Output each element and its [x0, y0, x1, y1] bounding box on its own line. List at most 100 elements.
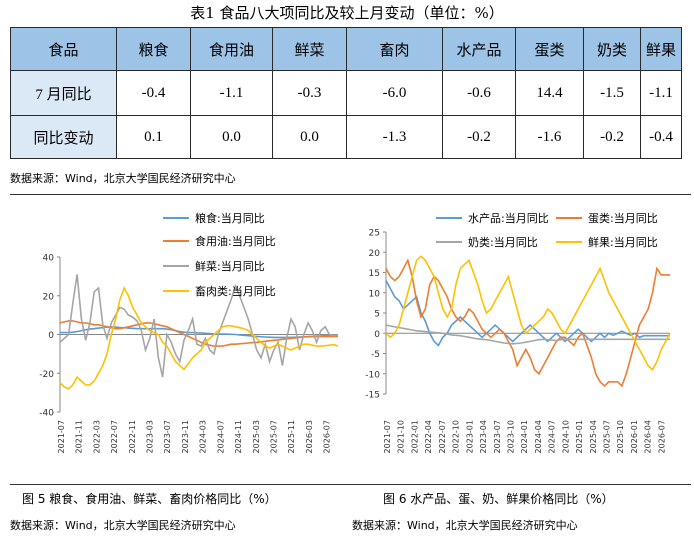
series-line	[385, 255, 671, 371]
figure-5-caption: 图 5 粮食、食用油、鲜菜、畜肉价格同比（%）	[22, 492, 277, 506]
x-tick-label: 2021-07	[57, 420, 66, 453]
y-tick-label: 0	[48, 331, 54, 341]
legend-label: 奶类:当月同比	[468, 235, 538, 249]
series-line	[385, 258, 670, 388]
x-tick-label: 2024-07	[216, 420, 225, 453]
food-price-table: 食品 粮食 食用油 鲜菜 畜肉 水产品 蛋类 奶类 鲜果 7 月同比 -0.4 …	[10, 27, 682, 159]
series-line	[385, 324, 670, 345]
x-tick-label: 2022-01	[410, 420, 419, 453]
table-cell: 14.4	[515, 70, 584, 116]
table-cell: -1.3	[346, 115, 443, 159]
table-cell: 0.1	[116, 115, 191, 159]
x-tick-label: 2023-01	[465, 420, 474, 453]
series-line	[59, 286, 339, 390]
header-cell: 粮食	[116, 27, 191, 71]
x-tick-label: 2026-04	[644, 420, 653, 453]
legend-label: 蛋类:当月同比	[588, 211, 658, 225]
x-tick-label: 2021-11	[75, 420, 84, 453]
table-cell: -0.2	[442, 115, 516, 159]
x-tick-label: 2022-04	[424, 420, 433, 453]
table-cell: -0.2	[583, 115, 641, 159]
x-tick-label: 2025-11	[287, 420, 296, 453]
x-tick-label: 2026-07	[323, 420, 332, 453]
header-cell: 蛋类	[515, 27, 584, 71]
x-tick-label: 2024-11	[234, 420, 243, 453]
table-cell: -0.4	[116, 70, 191, 116]
header-cell: 鲜菜	[272, 27, 347, 71]
y-tick-label: 15	[369, 269, 380, 279]
x-tick-label: 2022-10	[452, 420, 461, 453]
legend-label: 鲜菜:当月同比	[195, 259, 265, 273]
row-label: 同比变动	[10, 115, 117, 159]
y-tick-label: -40	[39, 409, 54, 419]
y-tick-label: -15	[365, 391, 380, 401]
x-tick-label: 2023-07	[493, 420, 502, 453]
y-tick-label: 0	[374, 330, 380, 340]
legend-label: 鲜果:当月同比	[588, 235, 658, 249]
y-tick-label: 5	[374, 310, 380, 320]
table-header-row: 食品 粮食 食用油 鲜菜 畜肉 水产品 蛋类 奶类 鲜果	[10, 27, 682, 71]
x-tick-label: 2022-11	[128, 420, 137, 453]
x-tick-label: 2022-07	[438, 420, 447, 453]
x-tick-label: 2022-07	[110, 420, 119, 453]
table-cell: -1.5	[583, 70, 641, 116]
table-cell: 0.0	[190, 115, 273, 159]
table-cell: -1.6	[515, 115, 584, 159]
x-tick-label: 2024-03	[199, 420, 208, 453]
x-tick-label: 2023-03	[146, 420, 155, 453]
header-cell: 食品	[10, 27, 117, 71]
y-tick-label: -10	[365, 370, 380, 380]
x-tick-label: 2022-03	[92, 420, 101, 453]
x-tick-label: 2025-04	[589, 420, 598, 453]
header-cell: 奶类	[583, 27, 641, 71]
x-tick-label: 2025-03	[252, 420, 261, 453]
x-tick-label: 2021-10	[397, 420, 406, 453]
y-tick-label: 10	[369, 289, 381, 299]
y-tick-label: 20	[369, 249, 381, 259]
table-cell: -0.4	[640, 115, 682, 159]
data-source-note: 数据来源：Wind，北京大学国民经济研究中心	[10, 172, 236, 185]
y-tick-label: -5	[371, 350, 380, 360]
x-tick-label: 2025-01	[575, 420, 584, 453]
x-tick-label: 2024-01	[520, 420, 529, 453]
divider-top	[10, 194, 691, 195]
y-tick-label: 25	[369, 229, 380, 239]
header-cell: 水产品	[442, 27, 516, 71]
x-tick-label: 2023-10	[506, 420, 515, 453]
series-line	[59, 274, 339, 378]
table-row: 同比变动 0.1 0.0 0.0 -1.3 -0.2 -1.6 -0.2 -0.…	[10, 115, 682, 159]
table-cell: -0.3	[272, 70, 347, 116]
row-label: 7 月同比	[10, 70, 117, 116]
table-row: 7 月同比 -0.4 -1.1 -0.3 -6.0 -0.6 14.4 -1.5…	[10, 70, 682, 116]
x-tick-label: 2021-07	[383, 420, 392, 453]
y-tick-label: 40	[43, 254, 55, 264]
series-line	[385, 280, 670, 347]
legend-label: 食用油:当月同比	[195, 234, 276, 248]
x-tick-label: 2023-07	[163, 420, 172, 453]
data-source-right: 数据来源：Wind，北京大学国民经济研究中心	[352, 519, 578, 532]
table-cell: 0.0	[272, 115, 347, 159]
x-tick-label: 2026-07	[657, 420, 666, 453]
data-source-left: 数据来源：Wind，北京大学国民经济研究中心	[10, 519, 236, 532]
x-tick-label: 2025-07	[269, 420, 278, 453]
legend-label: 畜肉类:当月同比	[195, 284, 276, 298]
y-tick-label: -20	[39, 370, 54, 380]
x-tick-label: 2024-07	[548, 420, 557, 453]
figure-6-caption: 图 6 水产品、蛋、奶、鲜果价格同比（%）	[383, 492, 614, 506]
table-title: 表1 食品八大项同比及较上月变动（单位：%）	[190, 4, 504, 22]
x-tick-label: 2026-03	[305, 420, 314, 453]
table-cell: -1.1	[640, 70, 682, 116]
x-tick-label: 2023-04	[479, 420, 488, 453]
header-cell: 畜肉	[346, 27, 443, 71]
table-cell: -0.6	[442, 70, 516, 116]
divider-bottom	[10, 484, 691, 485]
x-tick-label: 2024-10	[561, 420, 570, 453]
series-line	[59, 320, 338, 347]
header-cell: 鲜果	[640, 27, 682, 71]
table-cell: -1.1	[190, 70, 273, 116]
table-cell: -6.0	[346, 70, 443, 116]
x-tick-label: 2023-11	[181, 420, 190, 453]
x-tick-label: 2025-10	[616, 420, 625, 453]
legend-label: 水产品:当月同比	[468, 211, 549, 225]
x-tick-label: 2025-07	[603, 420, 612, 453]
